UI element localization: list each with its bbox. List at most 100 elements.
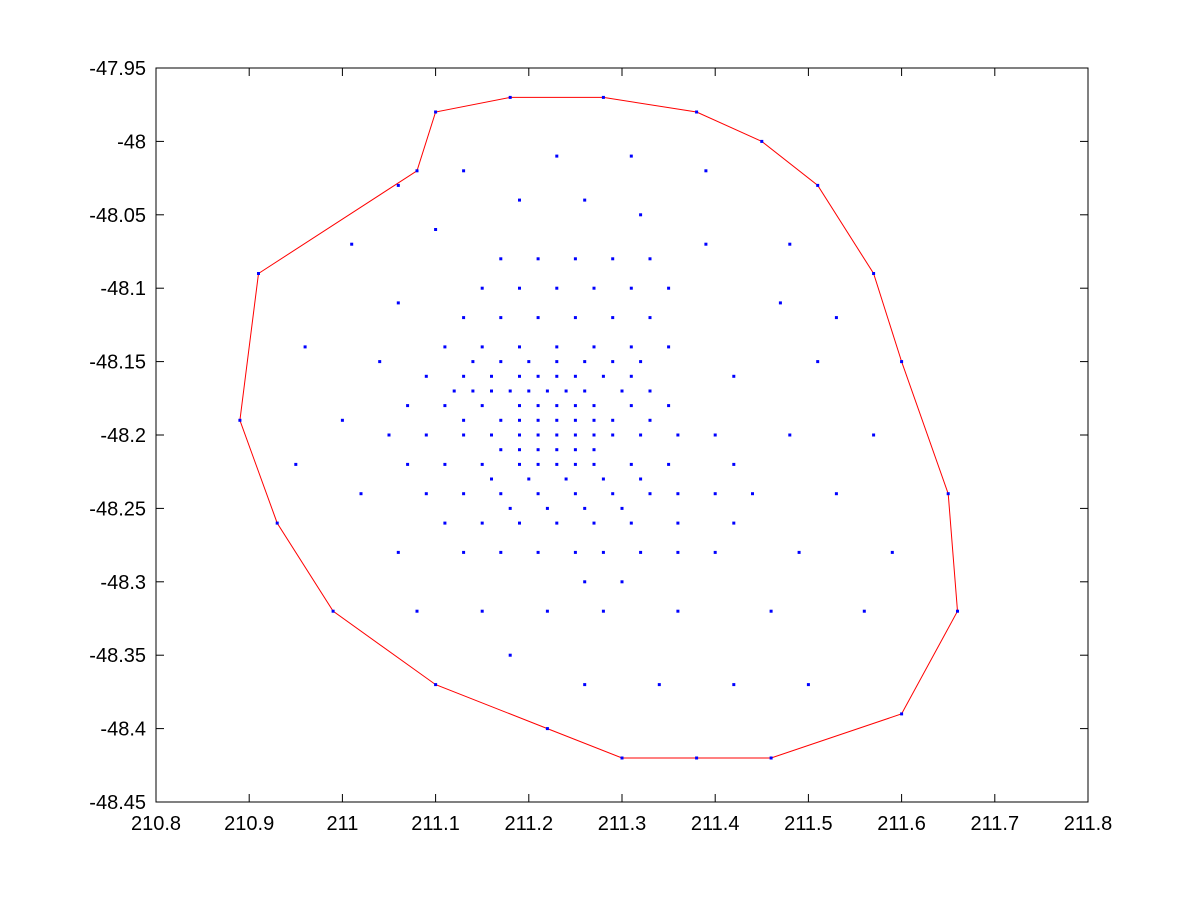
data-point bbox=[667, 345, 671, 349]
x-tick-label: 211 bbox=[326, 813, 358, 835]
data-point bbox=[639, 550, 643, 554]
data-point bbox=[518, 448, 521, 452]
data-point bbox=[573, 404, 577, 408]
data-point bbox=[518, 198, 521, 202]
data-point bbox=[555, 345, 559, 349]
data-point bbox=[573, 448, 577, 452]
data-point bbox=[583, 198, 587, 202]
data-point bbox=[490, 477, 493, 481]
data-point bbox=[732, 683, 736, 687]
data-point bbox=[620, 389, 624, 393]
data-point bbox=[583, 683, 587, 687]
data-point bbox=[769, 756, 773, 760]
data-point bbox=[583, 580, 587, 584]
data-point bbox=[657, 683, 661, 687]
data-point bbox=[443, 345, 447, 349]
y-tick-label: -48.15 bbox=[89, 352, 146, 374]
data-point bbox=[462, 433, 466, 437]
data-point bbox=[862, 609, 866, 613]
data-point bbox=[555, 404, 559, 408]
data-point bbox=[527, 389, 531, 393]
data-point bbox=[275, 521, 279, 525]
y-tick-label: -48.1 bbox=[100, 278, 146, 300]
data-point bbox=[778, 301, 782, 305]
y-tick-label: -48.45 bbox=[89, 792, 146, 814]
data-point bbox=[518, 418, 521, 422]
data-point bbox=[518, 521, 521, 525]
data-point bbox=[443, 462, 447, 466]
data-point bbox=[527, 477, 531, 481]
y-axis: -47.95 -48 -48.05 -48.1 -48.15 -48.2 -48.25 -48… bbox=[89, 58, 1088, 814]
data-point bbox=[573, 257, 577, 261]
data-point bbox=[462, 492, 466, 496]
data-point bbox=[480, 609, 484, 613]
data-point bbox=[415, 609, 419, 613]
data-point bbox=[704, 242, 708, 246]
data-point bbox=[499, 418, 503, 422]
data-point bbox=[639, 477, 643, 481]
data-point bbox=[648, 316, 652, 320]
data-point bbox=[518, 374, 521, 378]
data-point bbox=[508, 506, 512, 510]
data-point bbox=[499, 550, 503, 554]
data-point bbox=[499, 257, 503, 261]
data-point bbox=[424, 492, 428, 496]
data-point bbox=[639, 213, 643, 217]
x-tick-label: 211.6 bbox=[877, 813, 926, 835]
data-point bbox=[555, 154, 559, 158]
data-point bbox=[508, 95, 512, 99]
data-point bbox=[480, 404, 484, 408]
data-point bbox=[788, 433, 792, 437]
data-point bbox=[713, 492, 717, 496]
x-tick-label: 211.3 bbox=[598, 813, 647, 835]
x-tick-label: 211.2 bbox=[505, 813, 554, 835]
y-tick-label: -48.2 bbox=[100, 425, 146, 447]
data-point bbox=[518, 286, 521, 290]
data-point bbox=[499, 360, 503, 364]
x-tick-label: 210.8 bbox=[131, 813, 181, 835]
data-point bbox=[434, 110, 438, 114]
data-point bbox=[564, 389, 568, 393]
data-point bbox=[443, 521, 447, 525]
data-point bbox=[592, 462, 596, 466]
data-point bbox=[536, 448, 540, 452]
data-point bbox=[592, 448, 596, 452]
data-point bbox=[611, 492, 615, 496]
data-point bbox=[611, 418, 615, 422]
hull-line bbox=[239, 96, 959, 759]
data-point bbox=[890, 550, 894, 554]
data-point bbox=[536, 418, 540, 422]
data-point bbox=[536, 404, 540, 408]
data-point bbox=[639, 360, 643, 364]
data-point bbox=[872, 272, 876, 275]
data-point bbox=[378, 360, 382, 364]
x-tick-label: 211.4 bbox=[691, 813, 740, 835]
data-point bbox=[629, 154, 633, 158]
data-point bbox=[695, 756, 699, 760]
data-point bbox=[396, 550, 400, 554]
data-point bbox=[713, 550, 717, 554]
data-point bbox=[545, 506, 549, 510]
data-point bbox=[238, 418, 242, 422]
data-point bbox=[303, 345, 307, 349]
data-point bbox=[713, 433, 717, 437]
data-point bbox=[816, 360, 820, 364]
data-point bbox=[471, 389, 475, 393]
data-point bbox=[834, 492, 838, 496]
data-point bbox=[480, 521, 484, 525]
data-point bbox=[359, 492, 363, 496]
data-point bbox=[536, 462, 540, 466]
data-point bbox=[592, 286, 596, 290]
data-point bbox=[573, 418, 577, 422]
data-point bbox=[676, 492, 680, 496]
data-point bbox=[518, 404, 521, 408]
data-point bbox=[490, 433, 493, 437]
data-point bbox=[294, 462, 298, 466]
data-point bbox=[676, 609, 680, 613]
data-point bbox=[555, 418, 559, 422]
data-point bbox=[648, 492, 652, 496]
x-tick-label: 210.9 bbox=[224, 813, 274, 835]
data-point bbox=[545, 727, 549, 731]
data-point bbox=[555, 286, 559, 290]
